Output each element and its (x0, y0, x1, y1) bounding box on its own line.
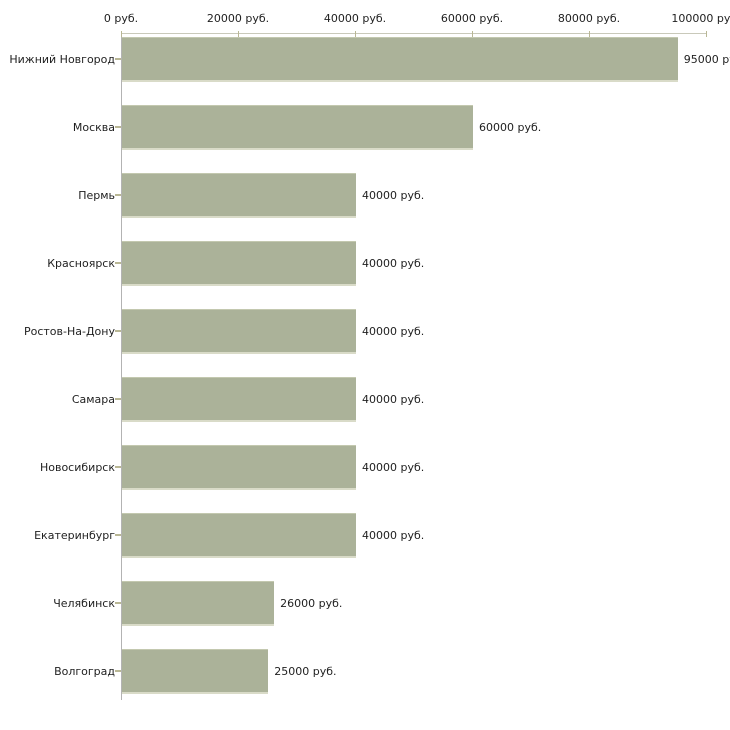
bar (122, 513, 356, 558)
x-axis-tick (706, 31, 707, 37)
bar-value-label: 40000 руб. (362, 189, 425, 202)
bar-value-label: 40000 руб. (362, 257, 425, 270)
category-label: Ростов-На-Дону (23, 325, 115, 338)
bar-value-label: 40000 руб. (362, 393, 425, 406)
bar (122, 105, 473, 150)
category-tick (115, 262, 121, 264)
bar-value-label: 26000 руб. (280, 597, 343, 610)
category-label: Красноярск (47, 257, 115, 270)
category-tick (115, 602, 121, 604)
x-axis-tick-label: 40000 руб. (323, 12, 387, 25)
category-tick (115, 398, 121, 400)
x-axis-tick (238, 31, 239, 37)
category-tick (115, 126, 121, 128)
category-label: Самара (71, 393, 115, 406)
category-label: Екатеринбург (34, 529, 115, 542)
category-tick (115, 194, 121, 196)
bar-value-label: 40000 руб. (362, 325, 425, 338)
category-label: Новосибирск (39, 461, 115, 474)
x-axis-tick (121, 31, 122, 37)
category-tick (115, 330, 121, 332)
x-axis-tick-label: 80000 руб. (557, 12, 621, 25)
x-axis-tick-label: 100000 руб. (671, 12, 730, 25)
x-axis-tick (589, 31, 590, 37)
bar-value-label: 25000 руб. (274, 665, 337, 678)
bar-value-label: 60000 руб. (479, 121, 542, 134)
bar (122, 37, 678, 82)
category-label: Челябинск (53, 597, 115, 610)
y-axis-line (121, 33, 122, 700)
category-label: Нижний Новгород (9, 53, 115, 66)
bar-value-label: 95000 руб. (683, 53, 730, 66)
category-tick (115, 534, 121, 536)
category-label: Пермь (78, 189, 115, 202)
x-axis-tick (472, 31, 473, 37)
category-tick (115, 670, 121, 672)
category-tick (115, 466, 121, 468)
category-label: Волгоград (54, 665, 115, 678)
bar (122, 377, 356, 422)
bar (122, 241, 356, 286)
x-axis-tick-label: 60000 руб. (440, 12, 504, 25)
bar (122, 173, 356, 218)
bar-value-label: 40000 руб. (362, 529, 425, 542)
bar (122, 445, 356, 490)
x-axis-tick-label: 0 руб. (103, 12, 139, 25)
bar (122, 649, 269, 694)
category-label: Москва (72, 121, 115, 134)
x-axis-tick-label: 20000 руб. (206, 12, 270, 25)
bar-value-label: 40000 руб. (362, 461, 425, 474)
category-tick (115, 58, 121, 60)
x-axis-tick (355, 31, 356, 37)
bar (122, 581, 275, 626)
bar (122, 309, 356, 354)
x-axis-line (121, 33, 707, 34)
